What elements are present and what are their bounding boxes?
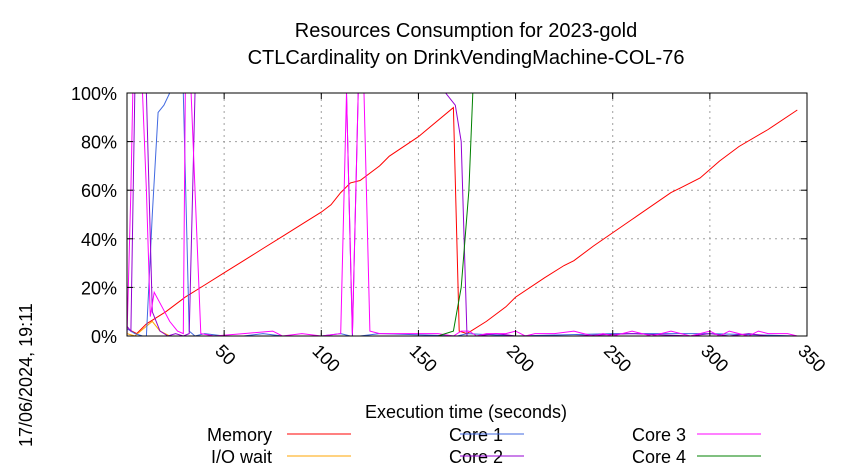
y-tick-label: 40% (81, 230, 117, 250)
plot-frame (126, 92, 808, 337)
x-tick-label: 100 (308, 341, 343, 376)
y-tick-label: 100% (71, 84, 117, 104)
y-tick-label: 80% (81, 133, 117, 153)
x-tick-label: 150 (406, 341, 441, 376)
x-tick-label: 350 (794, 341, 829, 376)
legend-label-core-2: Core 2 (449, 447, 503, 467)
grid-layer (127, 93, 807, 336)
series-core-3-line (126, 92, 798, 337)
legend-label-core-3: Core 3 (632, 425, 686, 445)
legend-label-core-4: Core 4 (632, 447, 686, 467)
legend-label-i-o-wait: I/O wait (211, 447, 272, 467)
y-tick-label: 0% (91, 327, 117, 347)
chart-title: Resources Consumption for 2023-gold (295, 20, 637, 42)
chart-subtitle: CTLCardinality on DrinkVendingMachine-CO… (248, 47, 685, 69)
y-tick-label: 60% (81, 181, 117, 201)
legend-label-core-1: Core 1 (449, 425, 503, 445)
x-axis-label: Execution time (seconds) (365, 402, 567, 422)
legend-label-memory: Memory (207, 425, 272, 445)
series-layer (126, 92, 798, 337)
series-core-4-line (127, 92, 798, 337)
series-core-2-line (126, 92, 798, 337)
x-tick-label: 200 (503, 341, 538, 376)
x-tick-label: 300 (697, 341, 732, 376)
series-core-1-line (126, 92, 798, 337)
y-tick-label: 20% (81, 278, 117, 298)
timestamp-label: 17/06/2024, 19:11 (16, 303, 36, 447)
series-memory-line (126, 106, 798, 335)
x-tick-label: 250 (600, 341, 635, 376)
x-tick-label: 50 (211, 341, 239, 369)
